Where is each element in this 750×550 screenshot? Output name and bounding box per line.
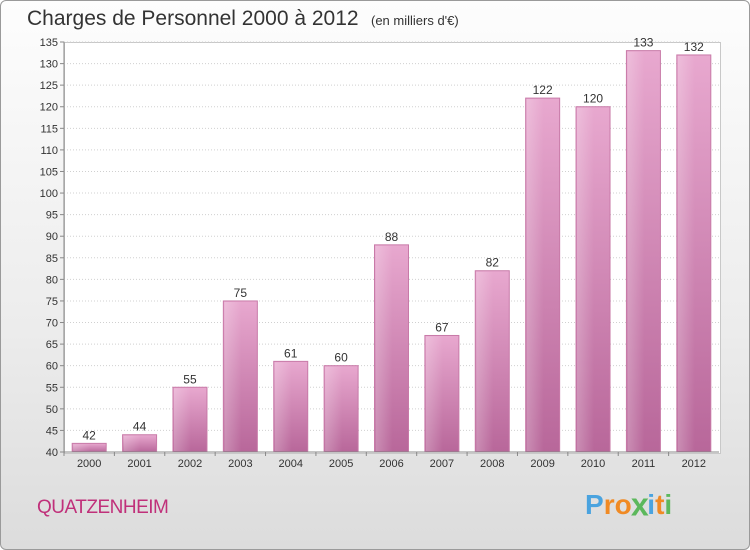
y-tick-label: 115 xyxy=(40,123,58,135)
x-tick-label: 2005 xyxy=(329,458,353,470)
value-label: 132 xyxy=(684,40,704,54)
value-label: 88 xyxy=(385,230,399,244)
x-tick-label: 2000 xyxy=(77,458,101,470)
logo-letter: o xyxy=(614,489,632,520)
y-tick-label: 105 xyxy=(40,166,58,178)
y-tick-label: 55 xyxy=(46,382,58,394)
y-tick-label: 50 xyxy=(46,404,58,416)
bar-highlight xyxy=(476,271,494,451)
x-tick-label: 2012 xyxy=(682,458,706,470)
y-tick-label: 60 xyxy=(46,361,58,373)
y-tick-label: 75 xyxy=(46,296,58,308)
x-tick-label: 2007 xyxy=(430,458,454,470)
logo-letter: x xyxy=(630,486,649,523)
x-tick-label: 2006 xyxy=(379,458,403,470)
value-label: 67 xyxy=(435,320,449,334)
bar-highlight xyxy=(274,362,292,451)
y-tick-label: 65 xyxy=(46,339,58,351)
bar-highlight xyxy=(375,245,393,451)
value-label: 60 xyxy=(334,351,348,365)
value-label: 120 xyxy=(583,92,603,106)
y-tick-label: 45 xyxy=(46,425,58,437)
y-tick-label: 120 xyxy=(40,102,58,114)
bar-highlight xyxy=(425,336,443,451)
bar-highlight xyxy=(677,55,695,452)
y-tick-label: 95 xyxy=(46,210,58,222)
town-name: QUATZENHEIM xyxy=(37,497,169,518)
bar-highlight xyxy=(173,388,191,451)
logo-letter: P xyxy=(585,489,604,520)
value-label: 133 xyxy=(633,36,653,50)
x-tick-label: 2008 xyxy=(480,458,504,470)
y-tick-label: 125 xyxy=(40,80,58,92)
bar-highlight xyxy=(526,99,544,452)
bar-highlight xyxy=(627,51,645,451)
value-label: 122 xyxy=(533,83,553,97)
value-label: 42 xyxy=(83,428,97,442)
value-label: 55 xyxy=(183,372,197,386)
bar-highlight xyxy=(73,444,91,451)
y-tick-label: 85 xyxy=(46,253,58,265)
chart-title: Charges de Personnel 2000 à 2012 xyxy=(27,7,359,30)
x-tick-label: 2011 xyxy=(632,458,656,470)
chart-subtitle: (en milliers d'€) xyxy=(371,13,459,28)
y-tick-label: 100 xyxy=(40,188,58,200)
logo-letter: i xyxy=(647,489,656,520)
x-tick-label: 2003 xyxy=(228,458,252,470)
y-tick-label: 40 xyxy=(46,447,58,459)
value-label: 82 xyxy=(486,256,500,270)
y-tick-label: 130 xyxy=(40,59,58,71)
x-tick-label: 2010 xyxy=(581,458,605,470)
y-tick-label: 80 xyxy=(46,274,58,286)
logo-letter: r xyxy=(603,489,615,520)
x-tick-label: 2001 xyxy=(127,458,151,470)
x-tick-label: 2009 xyxy=(530,458,554,470)
bar-highlight xyxy=(224,301,242,451)
value-label: 61 xyxy=(284,346,298,360)
x-tick-label: 2004 xyxy=(278,458,302,470)
value-label: 75 xyxy=(234,286,248,300)
y-tick-label: 70 xyxy=(46,318,58,330)
logo-letter: t xyxy=(655,489,665,520)
bar-highlight xyxy=(325,366,343,451)
logo-letter: i xyxy=(664,489,673,520)
y-tick-label: 90 xyxy=(46,231,58,243)
bar-highlight xyxy=(123,435,141,451)
x-tick-label: 2002 xyxy=(178,458,202,470)
y-tick-label: 135 xyxy=(40,37,58,49)
value-label: 44 xyxy=(133,420,147,434)
y-tick-label: 110 xyxy=(40,145,58,157)
bar-highlight xyxy=(577,107,595,451)
proxiti-logo: Proxiti xyxy=(585,486,673,523)
